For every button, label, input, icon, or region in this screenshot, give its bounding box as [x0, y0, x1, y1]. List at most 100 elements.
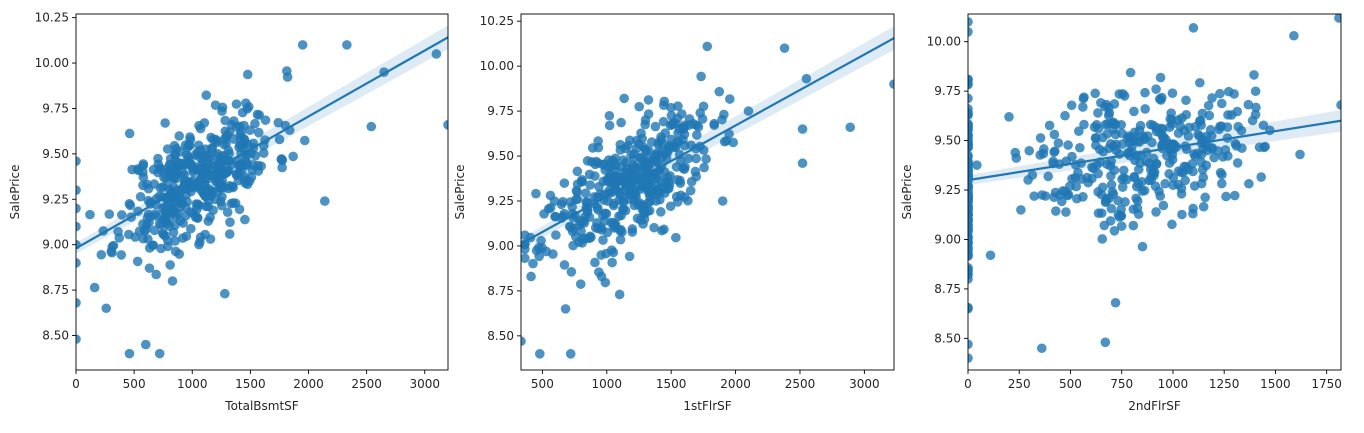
data-point: [1231, 141, 1242, 151]
data-point: [643, 145, 654, 156]
data-point: [1035, 133, 1046, 143]
data-point: [1067, 173, 1077, 184]
data-point: [1074, 126, 1084, 136]
data-point: [968, 231, 973, 242]
data-point: [124, 348, 135, 359]
data-point: [149, 225, 160, 236]
data-point: [606, 160, 616, 170]
data-point: [1072, 193, 1082, 204]
data-point: [576, 226, 586, 237]
data-point: [685, 185, 696, 196]
data-point: [1090, 88, 1100, 99]
data-point: [628, 188, 639, 199]
data-point: [113, 226, 123, 237]
data-point: [144, 263, 155, 273]
data-point: [170, 236, 180, 246]
data-point: [1109, 226, 1120, 236]
data-point: [124, 128, 135, 139]
data-point: [1102, 159, 1112, 170]
data-point: [195, 232, 206, 242]
data-point: [1043, 171, 1054, 182]
data-point: [76, 334, 81, 344]
data-point: [241, 98, 251, 108]
data-point: [797, 158, 808, 169]
data-point: [76, 203, 81, 214]
data-point: [140, 339, 151, 350]
data-point: [276, 154, 287, 164]
data-point: [1203, 100, 1214, 111]
data-point: [222, 166, 233, 176]
data-point: [539, 209, 549, 219]
data-point: [701, 154, 711, 164]
data-point: [1097, 182, 1108, 193]
data-point: [169, 208, 179, 218]
data-point: [225, 217, 235, 227]
data-point: [1250, 86, 1261, 97]
data-point: [565, 349, 576, 359]
data-point: [342, 40, 352, 50]
data-point: [1216, 178, 1227, 189]
data-point: [1004, 112, 1014, 122]
y-tick-label: 10.00: [927, 35, 961, 49]
data-point: [153, 153, 163, 164]
x-tick-label: 3000: [409, 377, 440, 391]
data-point: [615, 226, 625, 236]
data-point: [629, 200, 640, 211]
data-point: [624, 251, 635, 262]
x-tick-label: 0: [964, 377, 972, 391]
data-point: [968, 274, 973, 284]
data-point: [968, 339, 973, 350]
data-point: [238, 138, 249, 149]
data-point: [968, 223, 973, 234]
data-point: [160, 118, 170, 128]
data-point: [1061, 207, 1071, 217]
data-point: [258, 148, 269, 158]
data-point: [1164, 169, 1174, 179]
data-point: [1128, 204, 1139, 215]
data-point: [282, 72, 293, 82]
data-point: [1029, 191, 1039, 201]
data-point: [167, 276, 178, 286]
data-point: [536, 235, 546, 246]
data-point: [697, 114, 708, 124]
data-point: [1188, 23, 1199, 33]
data-point: [725, 94, 735, 104]
regression-line: [521, 37, 894, 245]
data-point: [231, 170, 242, 181]
data-point: [1094, 144, 1105, 155]
data-point: [183, 151, 194, 162]
data-point: [260, 115, 271, 125]
data-point: [1155, 191, 1166, 201]
data-point: [1128, 220, 1139, 231]
y-tick-label: 8.75: [934, 282, 961, 296]
x-tick-label: 250: [1008, 377, 1031, 391]
data-point: [1222, 122, 1233, 132]
data-point: [585, 180, 595, 190]
data-point: [1167, 154, 1178, 165]
data-point: [1140, 87, 1150, 98]
data-point: [1244, 178, 1254, 189]
data-point: [1151, 84, 1161, 94]
data-point: [1204, 110, 1215, 121]
data-point: [175, 158, 186, 169]
data-point: [592, 202, 603, 213]
data-point: [1088, 163, 1099, 174]
data-point: [1215, 167, 1226, 178]
data-point: [96, 249, 107, 260]
data-point: [211, 151, 222, 161]
x-tick-label: 2500: [785, 377, 816, 391]
data-point: [208, 205, 218, 216]
data-point: [1116, 221, 1127, 231]
data-point: [560, 304, 571, 314]
plot-area: [521, 26, 894, 359]
data-point: [1118, 165, 1129, 176]
data-point: [162, 180, 172, 191]
data-point: [709, 118, 720, 129]
y-axis-label: SalePrice: [900, 165, 914, 220]
data-point: [1093, 108, 1103, 118]
data-point: [167, 198, 178, 209]
data-point: [1037, 190, 1047, 200]
data-point: [142, 213, 153, 223]
data-point: [203, 216, 214, 226]
